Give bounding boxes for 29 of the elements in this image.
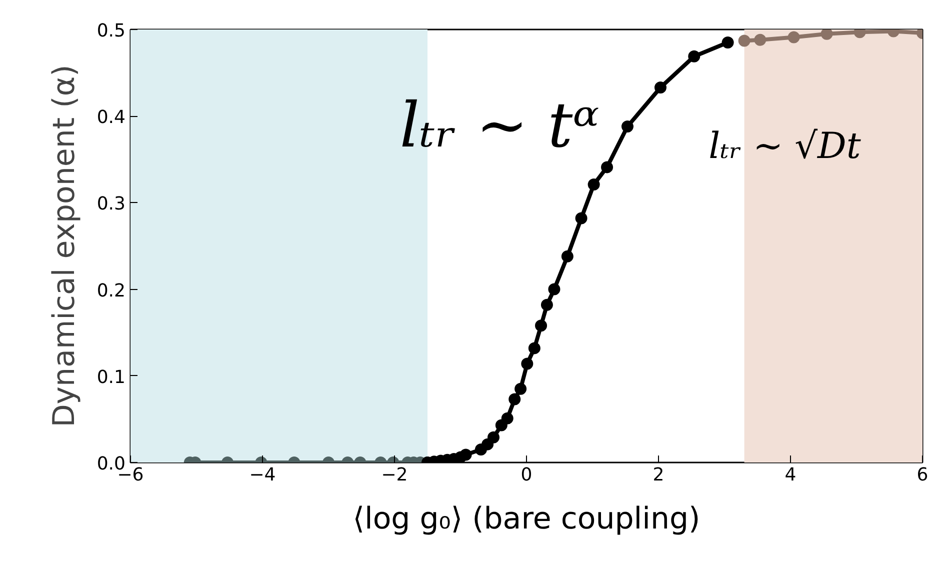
x-tick-label: −2	[381, 464, 408, 486]
x-tick-label: −4	[249, 464, 276, 486]
annotation: lₜᵣ ∼ tᵅ	[400, 88, 600, 162]
x-axis-title: ⟨log g₀⟩ (bare coupling)	[352, 502, 700, 536]
x-tick-label: 0	[520, 464, 532, 486]
point	[601, 161, 614, 174]
point	[588, 178, 600, 191]
y-tick-label: 0.2	[96, 280, 126, 302]
x-tick-label: 4	[784, 464, 796, 486]
point	[722, 36, 734, 48]
point	[548, 283, 560, 296]
y-axis-title: Dynamical exponent (α)	[46, 64, 82, 428]
point	[621, 120, 634, 132]
point	[561, 250, 574, 262]
point	[738, 34, 750, 47]
point	[820, 30, 833, 40]
y-tick-label: 0.3	[96, 194, 126, 215]
point	[540, 298, 553, 311]
annotation: lₜᵣ ∼ √Dt	[708, 126, 862, 167]
point	[788, 31, 800, 44]
y-tick-label: 0.5	[96, 20, 126, 42]
x-tick-label: 2	[652, 464, 664, 486]
point	[575, 212, 588, 224]
y-tick-label: 0.4	[96, 107, 126, 128]
point	[754, 34, 766, 46]
y-tick-label: 0.1	[96, 366, 126, 388]
x-tick-label: 6	[916, 464, 928, 486]
point	[688, 50, 700, 62]
point	[654, 82, 666, 94]
